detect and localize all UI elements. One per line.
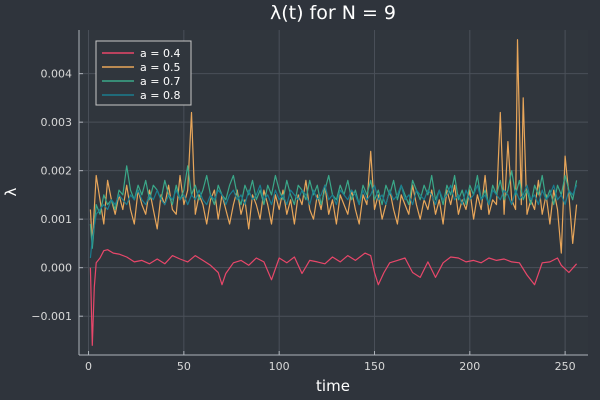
x-tick-label: 150 [364, 360, 385, 373]
y-tick-label: 0.004 [41, 68, 73, 81]
grid-lines [79, 30, 588, 355]
y-tick-label: 0.001 [41, 213, 73, 226]
x-tick-label: 0 [85, 360, 92, 373]
x-tick-label: 50 [177, 360, 191, 373]
x-tick-label: 100 [269, 360, 290, 373]
y-tick-label: 0.000 [41, 262, 73, 275]
x-axis-label: time [316, 377, 350, 395]
legend: a = 0.4a = 0.5a = 0.7a = 0.8 [95, 40, 192, 106]
legend-label-3: a = 0.7 [140, 75, 180, 88]
x-ticks: 0 50 100 150 200 250 [85, 351, 576, 373]
chart-title: λ(t) for N = 9 [270, 2, 396, 24]
y-tick-label: 0.002 [41, 165, 73, 178]
series-line-4 [89, 184, 578, 259]
y-tick-label: 0.003 [41, 116, 73, 129]
x-tick-label: 250 [555, 360, 576, 373]
legend-label-4: a = 0.8 [140, 89, 180, 102]
y-tick-label: −0.001 [31, 310, 72, 323]
series-line-1 [89, 249, 578, 346]
legend-label-1: a = 0.4 [140, 47, 180, 60]
x-tick-label: 200 [459, 360, 480, 373]
legend-label-2: a = 0.5 [140, 61, 180, 74]
y-ticks: −0.001 0.000 0.001 0.002 0.003 0.004 [31, 68, 83, 323]
series-layer [89, 39, 578, 346]
y-axis-label: λ [2, 187, 20, 196]
